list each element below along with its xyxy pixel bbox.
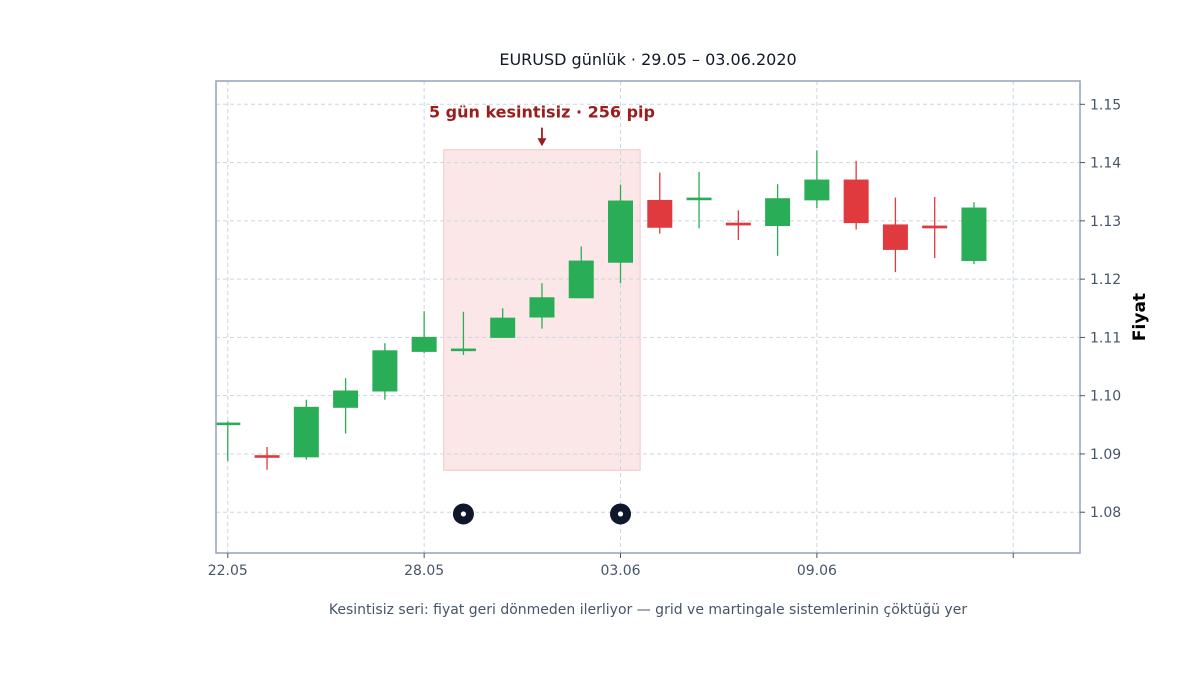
candle bbox=[647, 172, 673, 234]
candle bbox=[215, 421, 241, 461]
x-tick-label: 03.06 bbox=[600, 563, 640, 579]
candle-body bbox=[961, 207, 987, 261]
candle bbox=[568, 246, 594, 299]
candle bbox=[882, 197, 908, 273]
candle-body bbox=[529, 297, 555, 318]
y-tick-label: 1.10 bbox=[1090, 389, 1121, 405]
candle bbox=[922, 196, 948, 259]
axes-layer: 1.08 1.09 1.10 1.11 1.12 1.13 1.14 1.15 22.05 28.… bbox=[208, 97, 1122, 579]
candle bbox=[411, 311, 437, 354]
candle-body bbox=[450, 348, 476, 352]
y-tick-label: 1.12 bbox=[1090, 272, 1121, 288]
candle bbox=[725, 210, 751, 241]
candle bbox=[372, 343, 398, 400]
candle-body bbox=[647, 199, 673, 228]
candle-body bbox=[333, 390, 359, 408]
markers-layer bbox=[452, 503, 632, 525]
annotation-layer: 5 gün kesintisiz · 256 pip bbox=[429, 102, 655, 147]
candle bbox=[490, 308, 516, 338]
candle-body bbox=[843, 179, 869, 224]
y-tick-label: 1.13 bbox=[1090, 214, 1121, 230]
grid-layer bbox=[216, 81, 1080, 553]
candle-body bbox=[293, 406, 319, 458]
y-tick-label: 1.08 bbox=[1090, 505, 1121, 521]
candle-body bbox=[372, 350, 398, 392]
candle bbox=[804, 150, 830, 209]
y-tick-label: 1.11 bbox=[1090, 330, 1121, 346]
candle-body bbox=[608, 200, 634, 263]
x-tick-label: 22.05 bbox=[208, 563, 248, 579]
candle bbox=[333, 378, 359, 434]
candle-body bbox=[568, 260, 594, 299]
annotation-arrowhead bbox=[537, 138, 547, 147]
candle bbox=[293, 399, 319, 460]
candle-body bbox=[254, 455, 280, 458]
candle-body bbox=[490, 317, 516, 338]
candle-body bbox=[411, 336, 437, 352]
candle bbox=[961, 202, 987, 264]
candle bbox=[254, 446, 280, 470]
candle-body bbox=[686, 197, 712, 201]
candles-layer bbox=[215, 150, 987, 470]
candle-body bbox=[922, 225, 948, 229]
y-tick-label: 1.14 bbox=[1090, 156, 1121, 172]
x-tick-label: 28.05 bbox=[404, 563, 444, 579]
candle-body bbox=[804, 179, 830, 201]
candle-body bbox=[725, 222, 751, 226]
candle bbox=[608, 184, 634, 284]
plot-frame bbox=[215, 80, 1081, 554]
x-tick-label: 09.06 bbox=[797, 563, 837, 579]
candle bbox=[843, 160, 869, 230]
candle-body bbox=[215, 422, 241, 426]
candle-body bbox=[882, 224, 908, 250]
chart-caption: Kesintisiz seri: fiyat geri dönmeden ile… bbox=[328, 602, 968, 618]
candle bbox=[686, 171, 712, 229]
event-marker-dot bbox=[460, 511, 467, 517]
y-axis-label: Fiyat bbox=[1130, 293, 1150, 341]
candle bbox=[765, 184, 791, 256]
chart-title: EURUSD günlük · 29.05 – 03.06.2020 bbox=[499, 50, 797, 69]
y-tick-label: 1.09 bbox=[1090, 447, 1121, 463]
event-marker-dot bbox=[617, 511, 624, 517]
candle bbox=[529, 283, 555, 329]
candle-body bbox=[765, 198, 791, 227]
y-tick-label: 1.15 bbox=[1090, 97, 1121, 113]
annotation-text: 5 gün kesintisiz · 256 pip bbox=[429, 102, 655, 121]
candle bbox=[450, 311, 476, 355]
